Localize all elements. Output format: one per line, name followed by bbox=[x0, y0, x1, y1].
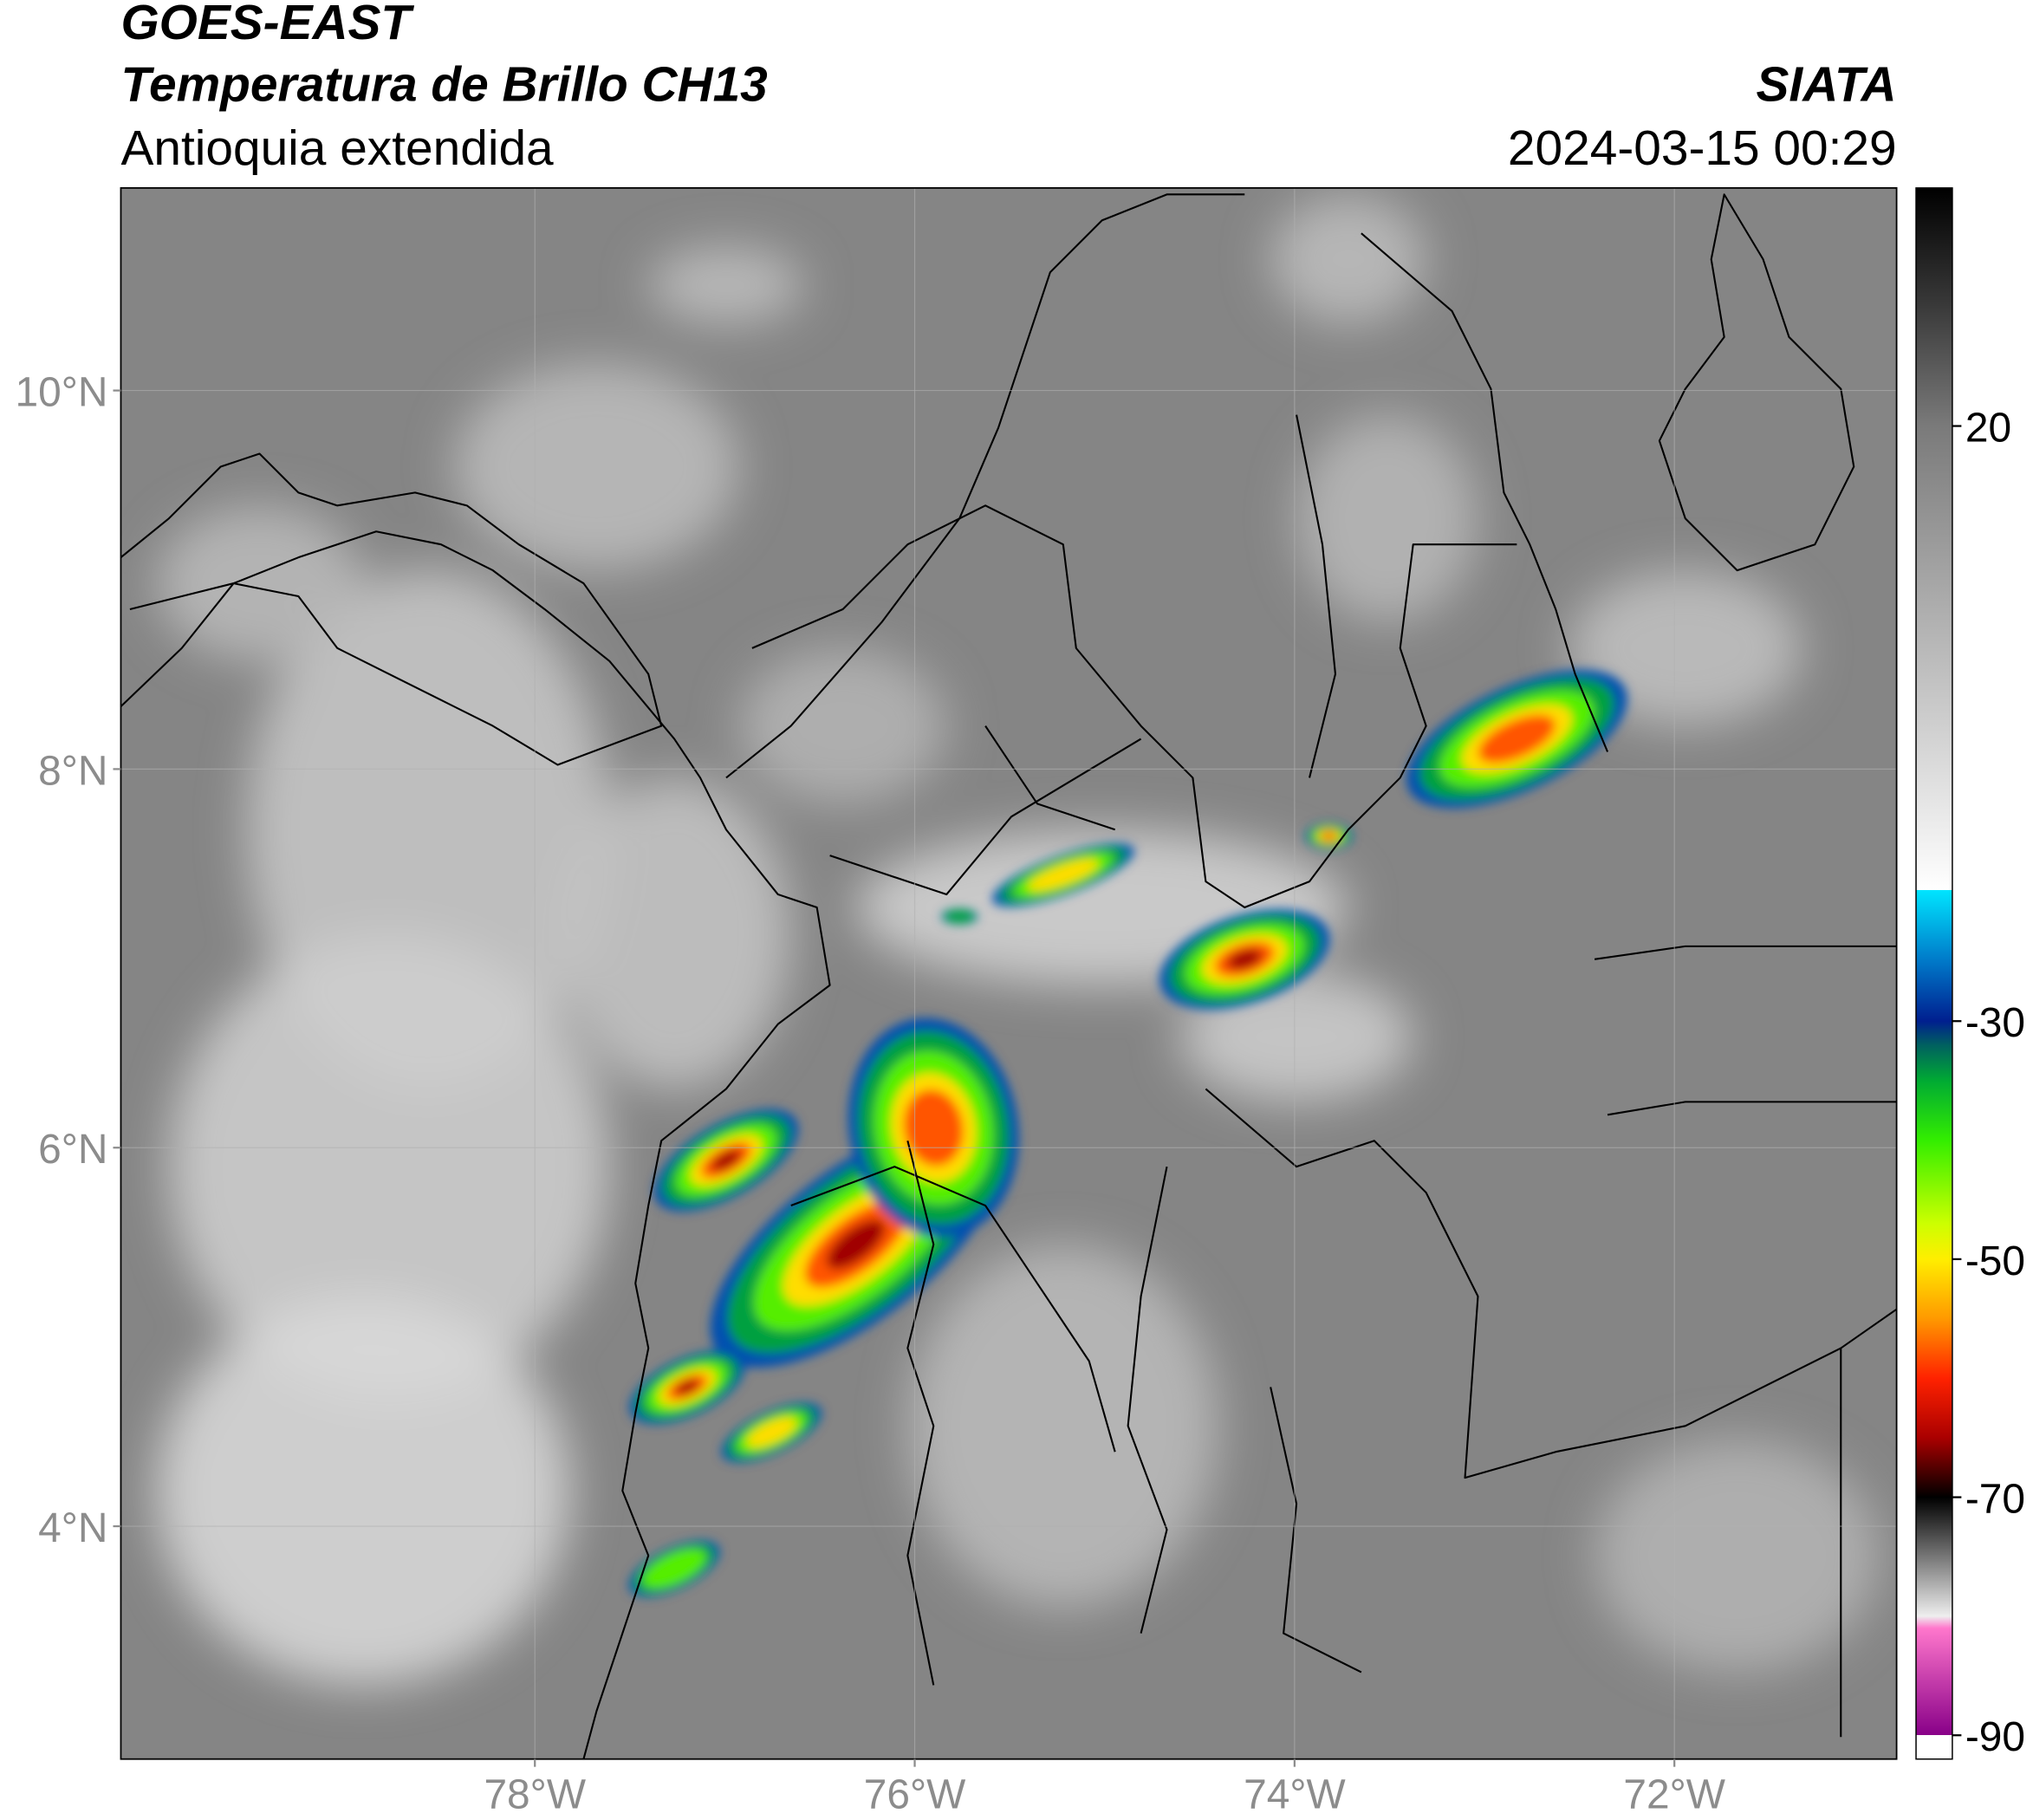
map-frame bbox=[120, 186, 1898, 1760]
lon-tick-label: 74°W bbox=[1244, 1772, 1346, 1818]
convective-cell bbox=[711, 1149, 741, 1171]
coastline-caribbean bbox=[725, 193, 1609, 779]
cloud bbox=[557, 777, 791, 1089]
colorbar-tick-label: -70 bbox=[1965, 1477, 2025, 1523]
convective-cell bbox=[826, 1219, 886, 1270]
cloud bbox=[155, 505, 364, 661]
lon-tick-label: 76°W bbox=[864, 1772, 966, 1818]
source-label: SIATA bbox=[1757, 58, 1897, 113]
lat-tick-label: 8°N bbox=[38, 748, 107, 794]
colorbar-tick-label: -90 bbox=[1965, 1714, 2025, 1760]
cloud bbox=[453, 362, 739, 571]
grid bbox=[120, 187, 1897, 1759]
colorbar-tick-label: -50 bbox=[1965, 1238, 2025, 1284]
convective-cell bbox=[903, 1089, 964, 1167]
lake-maracaibo bbox=[1658, 193, 1855, 572]
colorbar: 20 -30 -50 -70 -90 bbox=[1915, 187, 2025, 1760]
convective-cell bbox=[675, 1379, 699, 1394]
lon-tick-label: 78°W bbox=[484, 1772, 586, 1818]
cloud bbox=[1296, 414, 1478, 622]
cloud bbox=[648, 246, 804, 324]
cloud bbox=[738, 647, 947, 804]
lat-tick-label: 6°N bbox=[38, 1127, 107, 1173]
lat-tick-label: 10°N bbox=[16, 370, 108, 416]
satellite-title: GOES-EAST bbox=[120, 0, 414, 50]
cloud bbox=[168, 933, 610, 1401]
colorbar-fill bbox=[1916, 187, 1952, 1759]
colorbar-tick-label: -30 bbox=[1965, 1000, 2025, 1046]
panama-coast bbox=[120, 452, 663, 766]
cloud bbox=[907, 1244, 1219, 1608]
river-borders bbox=[790, 725, 1362, 1674]
cloud bbox=[155, 1296, 571, 1686]
convective-cell bbox=[1027, 859, 1099, 891]
convective-cell bbox=[746, 1417, 797, 1447]
convective-cell bbox=[1227, 949, 1262, 970]
lon-tick-label: 72°W bbox=[1623, 1772, 1725, 1818]
convective-cell bbox=[1478, 714, 1556, 764]
map-area bbox=[120, 187, 1897, 1759]
coastline bbox=[120, 530, 831, 1759]
colorbar-tick-label: 20 bbox=[1965, 405, 2011, 451]
convective-cell bbox=[943, 909, 976, 924]
datetime-label: 2024-03-15 00:29 bbox=[1508, 121, 1897, 176]
cloud bbox=[1595, 1439, 1880, 1673]
lat-tick-label: 4°N bbox=[38, 1505, 107, 1551]
region-subtitle: Antioquia extendida bbox=[120, 121, 554, 176]
colorbar-frame bbox=[1915, 187, 1953, 1760]
cloud bbox=[1270, 194, 1426, 324]
cloud bbox=[1569, 570, 1802, 726]
convective-cell bbox=[1321, 831, 1337, 841]
department-borders bbox=[751, 414, 1897, 1738]
convective-cell bbox=[642, 1549, 706, 1589]
cloud-layer bbox=[155, 194, 1880, 1686]
borders bbox=[120, 193, 1897, 1759]
product-title: Temperatura de Brillo CH13 bbox=[120, 58, 767, 113]
